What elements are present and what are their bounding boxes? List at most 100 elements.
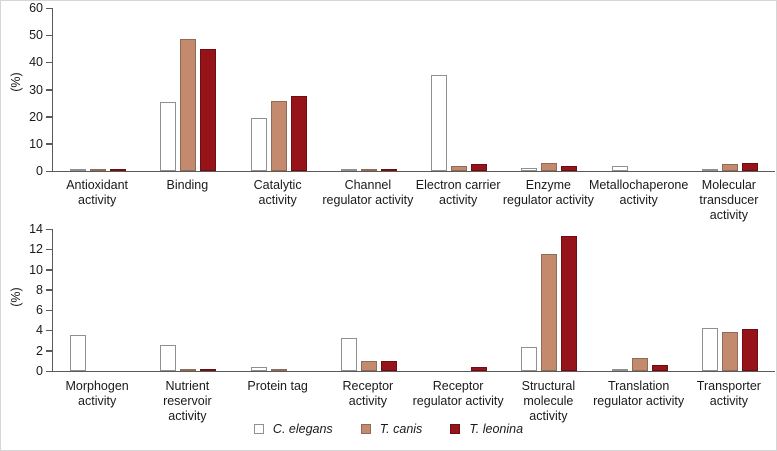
bar [250,118,267,171]
bar [521,167,538,171]
bar [110,169,127,171]
legend-item-c-elegans: C. elegans [253,422,333,436]
category-group [685,229,775,371]
legend-swatch-c-elegans [253,424,264,434]
category-label-line: Receptor [432,379,484,393]
category-label-line: activity [709,394,748,408]
y-tick-label: 0 [36,364,43,378]
y-tick [45,89,53,91]
bar [270,100,287,171]
y-tick [45,34,53,37]
y-tick-label: 4 [36,323,43,338]
legend-label: T. leonina [469,422,524,436]
bar [70,169,87,171]
category-group [234,8,324,171]
category-label-line: Metallochaperone [588,178,689,192]
category-group [234,229,324,371]
category-label: Metallochaperone activity [589,178,688,223]
y-tick-label: 10 [29,262,43,277]
category-label-line: activity [168,409,207,423]
y-tick [45,228,53,230]
legend-swatch-t-leonina [450,424,461,434]
bar [611,369,628,371]
y-tick-label: 14 [29,222,43,236]
category-label-line: Electron carrier [415,178,501,192]
y-tick [45,61,53,64]
category-label-line: Binding [166,178,209,192]
y-tick-label: 20 [29,109,43,124]
category-label-line: activity [258,193,297,207]
bar [250,367,267,371]
bar [160,101,177,171]
legend-swatch-t-canis [360,424,371,434]
y-tick-label: 60 [29,1,43,15]
bar [741,329,758,371]
bar [701,169,718,171]
category-label-line: regulator activity [412,394,504,408]
y-tick [45,329,53,332]
category-label-line: Protein tag [247,379,308,393]
bar [270,369,287,371]
bar [471,163,488,171]
category-label: Structural molecule activity [503,379,593,424]
bar [561,166,578,171]
legend-label: T. canis [379,422,423,436]
legend: C. elegans T. canis T. leonina [1,422,776,436]
bar [360,169,377,171]
category-group [504,229,594,371]
category-label: Receptor activity [323,379,413,424]
bar [451,165,468,171]
category-label-line: Structural [521,379,576,393]
category-label-line: activity [709,208,748,222]
category-label-line: Receptor [342,379,394,393]
category-label-line: Channel [344,178,392,192]
bar [200,48,217,171]
bar [741,163,758,171]
category-label-line: regulator activity [502,193,594,207]
category-label-line: Catalytic [253,178,302,192]
y-tick [45,370,53,372]
bar [541,254,558,371]
bar [611,165,628,171]
x-axis-labels: Antioxidant activity Binding Catalytic activ… [52,178,774,223]
bar [651,364,668,371]
category-label-line: Nutrient [165,379,210,393]
category-group [53,229,143,371]
y-tick [45,309,53,312]
bar [90,169,107,171]
category-label-line: regulator activity [593,394,685,408]
y-tick-label: 50 [29,28,43,43]
y-tick [45,143,53,145]
bar [290,96,307,171]
bar [180,39,197,171]
bar [180,369,197,371]
category-label-line: Morphogen [65,379,129,393]
category-label: Antioxidant activity [52,178,142,223]
bar [380,360,397,371]
bar [721,332,738,371]
category-label: Catalytic activity [233,178,323,223]
bar [340,337,357,371]
category-label-line: Transporter [696,379,761,393]
bar [431,75,448,171]
y-tick [45,7,53,9]
category-group [595,229,685,371]
bar [380,169,397,171]
bar [200,369,217,371]
category-label: Molecular transducer activity [684,178,774,223]
category-group [685,8,775,171]
category-group [143,229,233,371]
category-label: Enzyme regulator activity [502,178,594,223]
category-label-line: activity [439,193,478,207]
category-label: Morphogen activity [52,379,142,424]
y-tick-label: 6 [36,303,43,318]
y-tick-label: 0 [36,164,43,178]
bar [561,236,578,371]
bar-groups [53,8,775,171]
category-label: Transporter activity [684,379,774,424]
plot-area: 0 2 4 6 8 10 12 14 [29,222,775,378]
category-label-line: activity [78,193,117,207]
y-tick-label: 40 [29,55,43,70]
category-label: Nutrient reservoir activity [142,379,232,424]
category-label-line: activity [348,394,387,408]
